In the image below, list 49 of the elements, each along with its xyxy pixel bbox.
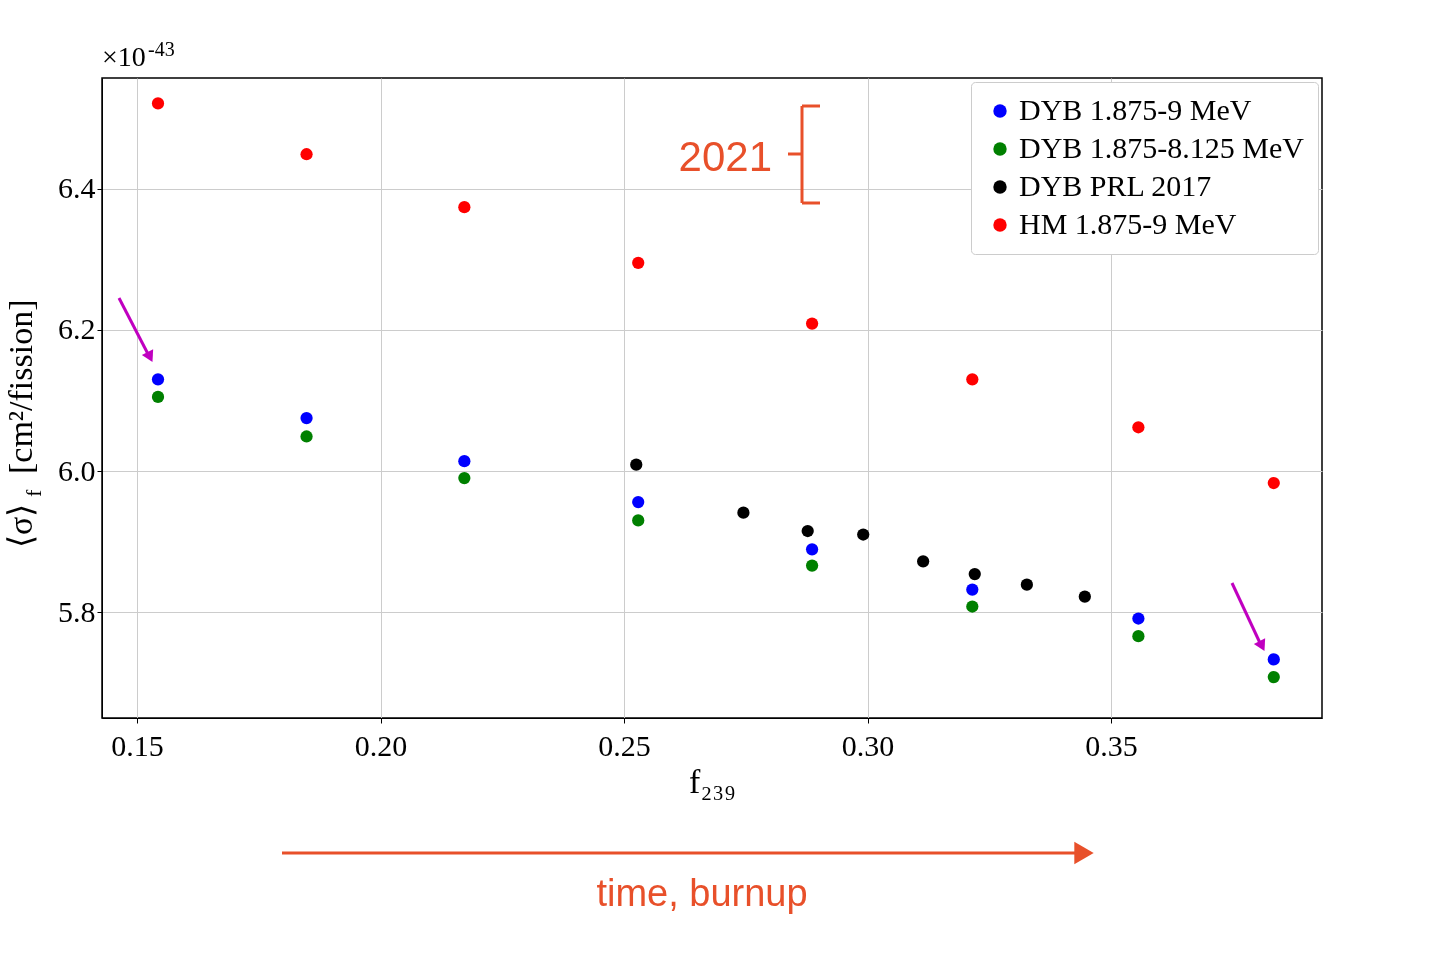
point bbox=[151, 390, 165, 404]
y-axis-title: ⟨σ⟩f [cm²/fission] bbox=[2, 299, 46, 548]
point bbox=[630, 458, 643, 471]
point bbox=[1132, 421, 1145, 434]
point bbox=[1078, 590, 1091, 603]
legend-label: DYB 1.875-8.125 MeV bbox=[1019, 131, 1305, 164]
legend-label: DYB PRL 2017 bbox=[1019, 169, 1212, 202]
point bbox=[805, 317, 819, 330]
point bbox=[1132, 630, 1145, 643]
point bbox=[632, 514, 645, 527]
point bbox=[1267, 653, 1280, 666]
x-tick-label: 0.25 bbox=[598, 728, 651, 762]
text: time, burnup bbox=[596, 872, 808, 914]
y-tick-label: 6.4 bbox=[58, 171, 96, 205]
point bbox=[805, 543, 819, 556]
point bbox=[300, 148, 313, 161]
point bbox=[458, 201, 471, 214]
x-tick-label: 0.35 bbox=[1085, 728, 1138, 762]
point bbox=[966, 583, 979, 596]
point bbox=[1267, 476, 1280, 490]
point bbox=[917, 555, 930, 568]
point bbox=[1020, 578, 1033, 591]
point bbox=[1267, 670, 1280, 684]
point bbox=[805, 559, 819, 572]
point bbox=[632, 256, 645, 269]
point bbox=[857, 528, 870, 541]
legend-label: DYB 1.875-9 MeV bbox=[1019, 93, 1252, 126]
point bbox=[151, 373, 165, 386]
y-tick-label: 5.8 bbox=[58, 594, 96, 628]
point bbox=[300, 430, 313, 443]
point bbox=[737, 506, 750, 519]
point bbox=[968, 567, 981, 581]
point bbox=[151, 97, 165, 110]
point bbox=[632, 495, 645, 509]
x-tick-label: 0.30 bbox=[841, 728, 895, 762]
point bbox=[966, 373, 979, 386]
y-tick-label: 6.2 bbox=[58, 312, 96, 346]
annotation: 2021 bbox=[678, 133, 772, 180]
point bbox=[300, 412, 313, 425]
point bbox=[966, 600, 979, 613]
point bbox=[801, 524, 814, 538]
point bbox=[458, 471, 471, 485]
x-tick-label: 0.20 bbox=[354, 728, 408, 762]
legend-label: HM 1.875-9 MeV bbox=[1019, 207, 1237, 240]
x-tick-label: 0.15 bbox=[111, 728, 164, 762]
y-tick-label: 6.0 bbox=[58, 453, 96, 487]
x-axis-title: f₂₃₉ bbox=[689, 762, 736, 800]
point bbox=[458, 455, 471, 468]
point bbox=[1132, 612, 1145, 625]
